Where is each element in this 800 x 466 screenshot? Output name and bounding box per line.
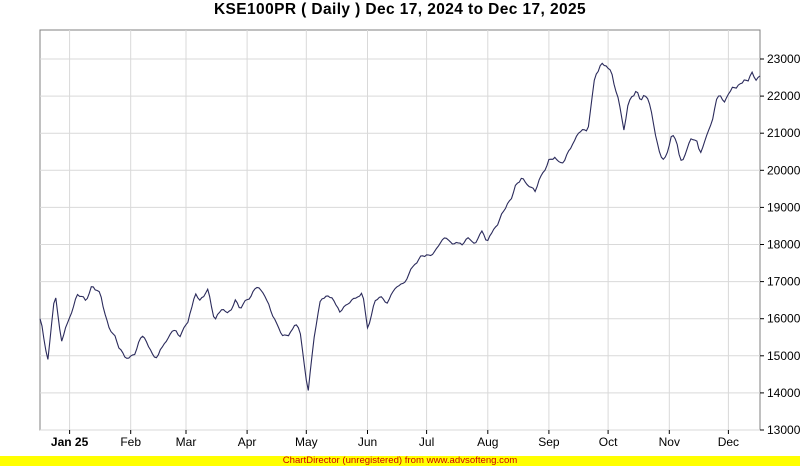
svg-text:Nov: Nov: [659, 435, 680, 449]
svg-text:22000: 22000: [767, 89, 800, 103]
svg-text:Sep: Sep: [538, 435, 560, 449]
svg-text:Aug: Aug: [477, 435, 498, 449]
svg-text:19000: 19000: [767, 200, 800, 214]
svg-text:Jun: Jun: [358, 435, 377, 449]
svg-text:16000: 16000: [767, 312, 800, 326]
svg-text:Oct: Oct: [599, 435, 618, 449]
svg-text:Apr: Apr: [238, 435, 257, 449]
svg-text:Dec: Dec: [718, 435, 739, 449]
svg-text:18000: 18000: [767, 238, 800, 252]
svg-text:Jul: Jul: [419, 435, 434, 449]
svg-text:14000: 14000: [767, 386, 800, 400]
svg-text:17000: 17000: [767, 275, 800, 289]
svg-text:13000: 13000: [767, 423, 800, 437]
svg-text:Mar: Mar: [176, 435, 197, 449]
svg-text:21000: 21000: [767, 126, 800, 140]
svg-text:23000: 23000: [767, 52, 800, 66]
svg-text:20000: 20000: [767, 163, 800, 177]
svg-text:15000: 15000: [767, 349, 800, 363]
svg-text:Feb: Feb: [120, 435, 141, 449]
svg-text:Jan 25: Jan 25: [51, 435, 89, 449]
svg-text:May: May: [295, 435, 318, 449]
